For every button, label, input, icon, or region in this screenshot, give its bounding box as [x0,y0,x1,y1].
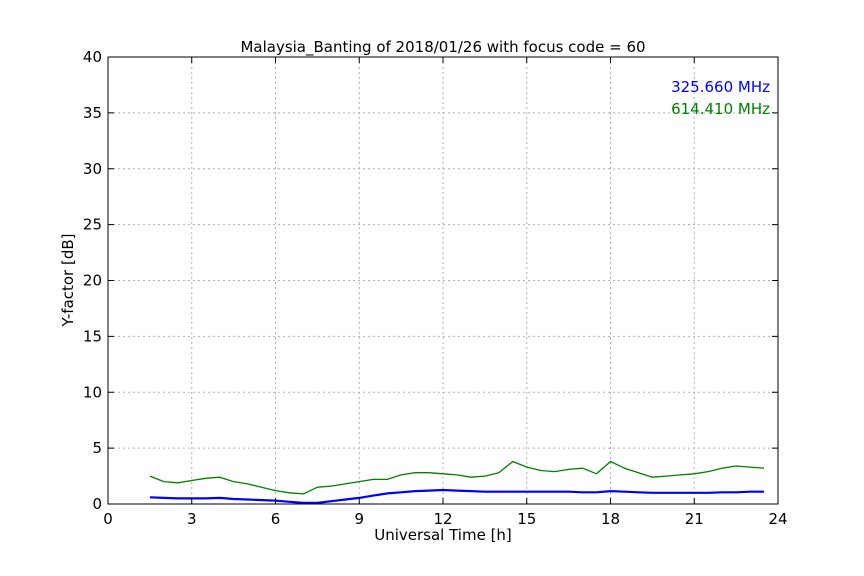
ticks: 0 3 6 9 12 15 18 21 24 0 5 10 15 20 25 30 35 40 [83,48,788,528]
series-line-1 [149,460,765,495]
x-tick-label: 21 [685,510,704,528]
legend-entry-325: 325.660 MHz [671,78,770,96]
x-tick-label: 15 [517,510,536,528]
x-tick-label: 0 [103,510,113,528]
y-tick-label: 20 [83,272,102,290]
series-layer [149,460,765,504]
y-axis-label: Y-factor [dB] [59,233,77,327]
y-tick-label: 25 [83,216,102,234]
x-tick-label: 12 [433,510,452,528]
x-tick-label: 6 [271,510,281,528]
x-tick-label: 9 [354,510,364,528]
y-tick-label: 5 [92,439,102,457]
x-tick-label: 18 [601,510,620,528]
y-tick-label: 35 [83,104,102,122]
y-tick-label: 10 [83,383,102,401]
grid [108,57,778,504]
x-tick-label: 3 [187,510,197,528]
x-tick-label: 24 [768,510,787,528]
y-tick-label: 40 [83,48,102,66]
y-tick-label: 30 [83,160,102,178]
series-line-0 [149,488,764,504]
x-axis-label: Universal Time [h] [374,526,512,544]
y-tick-label: 15 [83,327,102,345]
y-tick-label: 0 [92,495,102,513]
legend-entry-614: 614.410 MHz [671,100,770,118]
chart-title: Malaysia_Banting of 2018/01/26 with focu… [240,38,645,57]
